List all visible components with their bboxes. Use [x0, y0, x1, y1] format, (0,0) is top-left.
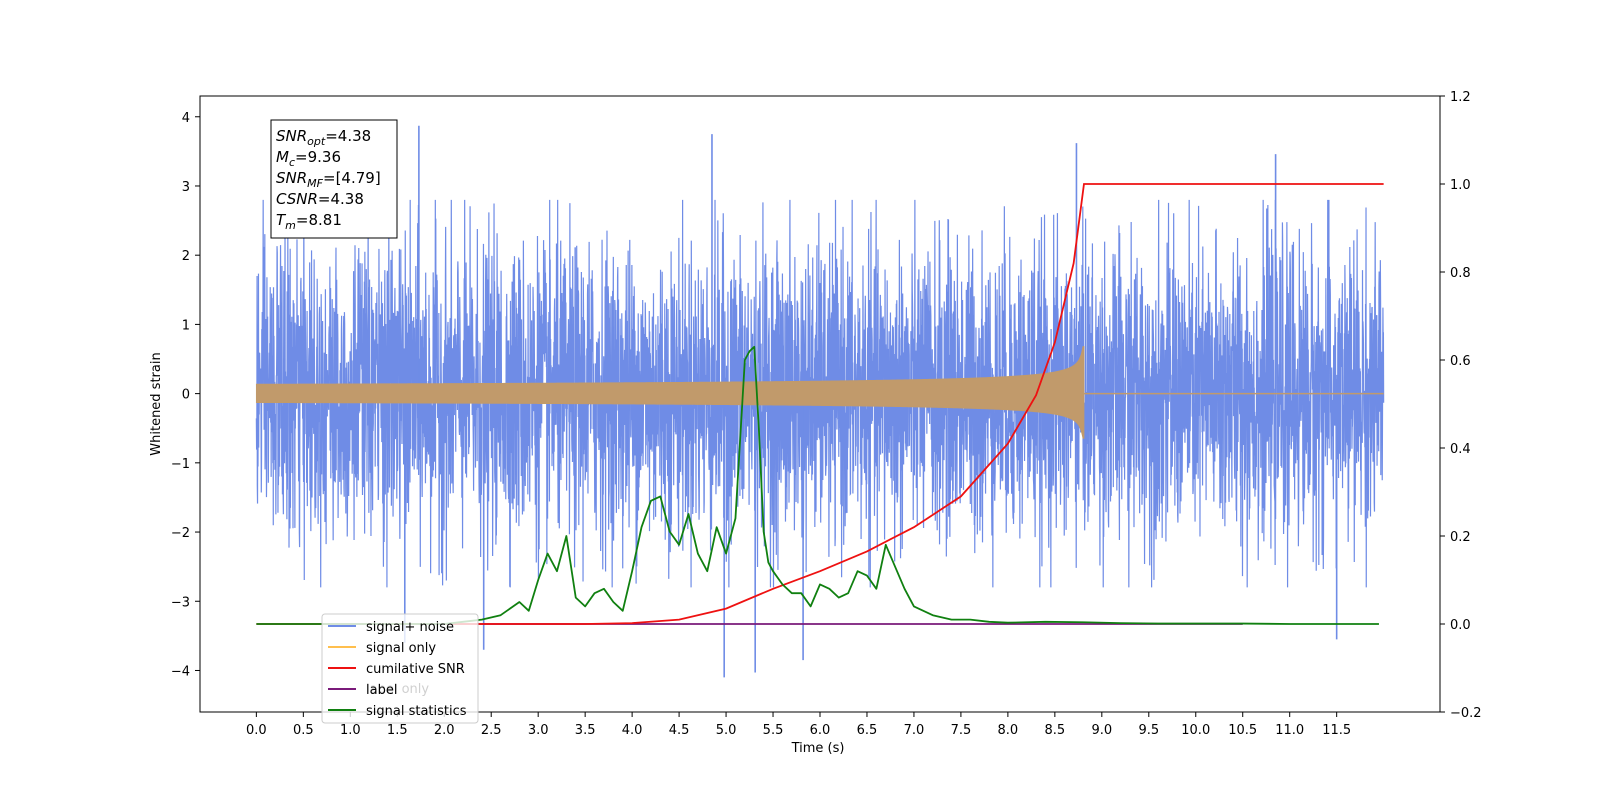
noise-trace	[255, 199, 1385, 588]
x-tick-label: 7.5	[951, 723, 972, 738]
y-tick-label-right: 1.2	[1450, 90, 1471, 105]
x-tick-label: 2.0	[434, 723, 455, 738]
series-signal-only	[255, 346, 1384, 439]
y-axis-label: Whitened strain	[149, 352, 164, 455]
x-axis-label: Time (s)	[791, 741, 845, 756]
y-tick-label-right: 0.8	[1450, 266, 1471, 281]
y-tick-label-left: 4	[182, 111, 190, 126]
x-axis: 0.0 0.5 1.0 1.5 2.0 2.5 3.0 3.5 4.0 4.5 5.0 5.5 6.0 6…	[246, 712, 1351, 738]
y-tick-label-left: −1	[171, 457, 190, 472]
annotation-line: SNRopt=4.38	[276, 127, 371, 148]
annotation-frame	[270, 119, 398, 239]
y-tick-label-right: 0.0	[1450, 618, 1471, 633]
x-tick-label: 0.0	[246, 723, 267, 738]
x-tick-label: 4.0	[622, 723, 643, 738]
x-tick-label: 7.0	[904, 723, 925, 738]
y-tick-label-left: −4	[171, 664, 190, 679]
x-tick-label: 6.5	[857, 723, 878, 738]
signal-statistics-line	[256, 345, 1379, 625]
legend-label: label	[366, 683, 397, 698]
legend-label: signal only	[366, 641, 436, 656]
x-tick-label: 8.0	[998, 723, 1019, 738]
y-tick-label-left: −2	[171, 526, 190, 541]
legend-frame	[321, 613, 479, 724]
y-axis-left: −4 −3 −2 −1 0 1 2 3 4	[171, 111, 200, 679]
x-tick-label: 3.0	[528, 723, 549, 738]
series-signal-noise	[255, 125, 1385, 678]
x-tick-label: 5.0	[716, 723, 737, 738]
series-cumulative-snr	[256, 183, 1384, 625]
y-tick-label-left: 0	[182, 388, 190, 403]
y-tick-label-right: 0.2	[1450, 530, 1471, 545]
x-tick-label: 4.5	[669, 723, 690, 738]
y-tick-label-left: 1	[182, 318, 190, 333]
signal-envelope	[255, 346, 1085, 439]
series-signal-statistics	[256, 345, 1379, 625]
x-tick-label: 5.5	[763, 723, 784, 738]
annotation-line: Tm=8.81	[276, 211, 342, 232]
y-tick-label-left: −3	[171, 595, 190, 610]
y-tick-label-right: 0.6	[1450, 354, 1471, 369]
x-tick-label: 0.5	[293, 723, 314, 738]
x-tick-label: 9.0	[1091, 723, 1112, 738]
legend-label: cumilative SNR	[366, 662, 465, 677]
annotation-line: Mc=9.36	[276, 148, 341, 169]
x-tick-label: 1.0	[340, 723, 361, 738]
legend-ghost-text: label only	[366, 682, 429, 697]
y-tick-label-left: 2	[182, 249, 190, 264]
y-tick-label-left: 3	[182, 180, 190, 195]
x-tick-label: 6.0	[810, 723, 831, 738]
y-tick-label-right: 1.0	[1450, 178, 1471, 193]
legend-label: signal statistics	[366, 704, 467, 719]
annotation-line: CSNR=4.38	[276, 190, 364, 208]
x-tick-label: 8.5	[1045, 723, 1066, 738]
x-tick-label: 1.5	[387, 723, 408, 738]
annotation-line: SNRMF=[4.79]	[276, 169, 381, 190]
y-tick-label-right: 0.4	[1450, 442, 1471, 457]
x-tick-label: 10.0	[1181, 723, 1210, 738]
x-tick-label: 11.5	[1322, 723, 1351, 738]
legend-label: signal+ noise	[366, 620, 454, 635]
x-tick-label: 9.5	[1138, 723, 1159, 738]
x-tick-label: 10.5	[1228, 723, 1257, 738]
legend: label only signal+ noise signal only cumila…	[321, 613, 479, 724]
cumulative-snr-line	[256, 183, 1384, 625]
y-axis-right: −0.2 0.0 0.2 0.4 0.6 0.8 1.0 1.2	[1440, 90, 1482, 721]
y-tick-label-right: −0.2	[1450, 706, 1482, 721]
x-tick-label: 3.5	[575, 723, 596, 738]
x-tick-label: 2.5	[481, 723, 502, 738]
x-tick-label: 11.0	[1275, 723, 1304, 738]
